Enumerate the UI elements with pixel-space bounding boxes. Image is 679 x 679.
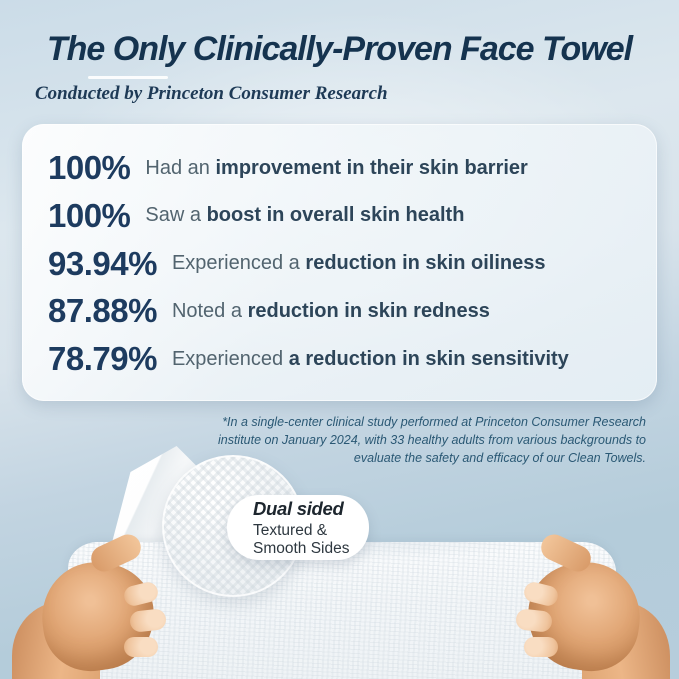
- stat-row-skin-redness: 87.88% Noted a reduction in skin redness: [48, 292, 639, 330]
- stat-row-skin-sensitivity: 78.79% Experienced a reduction in skin se…: [48, 340, 639, 378]
- right-fingertip: [515, 608, 553, 633]
- stat-row-skin-health: 100% Saw a boost in overall skin health: [48, 197, 639, 235]
- stat-text-prefix: Experienced: [171, 347, 284, 370]
- stat-text-prefix: Noted a: [171, 299, 242, 322]
- callout-line-smooth: Smooth Sides: [253, 539, 350, 557]
- stat-text-bold: improvement in their skin barrier: [215, 156, 528, 179]
- stat-text-bold: boost in overall skin health: [206, 204, 465, 227]
- stat-text-prefix: Saw a: [145, 204, 201, 227]
- disclaimer-line: *In a single-center clinical study perfo…: [222, 415, 646, 429]
- left-fingertip: [124, 637, 158, 657]
- stat-row-skin-oiliness: 93.94% Experienced a reduction in skin oi…: [48, 245, 639, 283]
- callout-line-textured: Textured &: [253, 522, 328, 540]
- subtitle: Conducted by Princeton Consumer Research: [35, 83, 388, 104]
- stat-text-prefix: Experienced a: [171, 252, 300, 274]
- right-hand-photo: [500, 530, 670, 679]
- left-hand-photo: [12, 530, 182, 679]
- stat-row-skin-barrier: 100% Had an improvement in their skin bar…: [48, 149, 639, 187]
- stat-value: 100%: [48, 196, 131, 234]
- stats-card: 100% Had an improvement in their skin bar…: [22, 124, 657, 401]
- disclaimer-line: institute on January 2024, with 33 healt…: [217, 433, 646, 448]
- page-title: The Only Clinically-Proven Face Towel: [46, 30, 633, 68]
- stat-text: Experienced a reduction in skin sensitivi…: [172, 348, 569, 371]
- callout-title: Dual sided: [253, 498, 344, 520]
- stat-value: 100%: [48, 149, 131, 186]
- stat-text-bold: a reduction in skin sensitivity: [288, 347, 569, 370]
- right-fingertip: [524, 637, 558, 657]
- left-fingertip: [129, 608, 167, 633]
- study-disclaimer: *In a single-center clinical study perfo…: [166, 413, 646, 467]
- stat-text: Saw a boost in overall skin health: [145, 204, 464, 227]
- stat-value: 87.88%: [48, 292, 157, 330]
- stat-value: 78.79%: [48, 340, 157, 377]
- stat-text: Noted a reduction in skin redness: [172, 300, 490, 323]
- stat-text-prefix: Had an: [145, 156, 210, 179]
- stats-list: 100% Had an improvement in their skin bar…: [22, 124, 657, 401]
- title-underline: [88, 76, 168, 79]
- stat-text: Experienced a reduction in skin oiliness: [172, 252, 546, 275]
- dual-sided-callout: Dual sided Textured & Smooth Sides: [227, 495, 369, 560]
- stat-text-bold: reduction in skin oiliness: [305, 252, 546, 274]
- stat-value: 93.94%: [48, 244, 157, 282]
- disclaimer-line: evaluate the safety and efficacy of our …: [353, 451, 646, 466]
- stat-text-bold: reduction in skin redness: [247, 299, 490, 322]
- stat-text: Had an improvement in their skin barrier: [145, 157, 527, 180]
